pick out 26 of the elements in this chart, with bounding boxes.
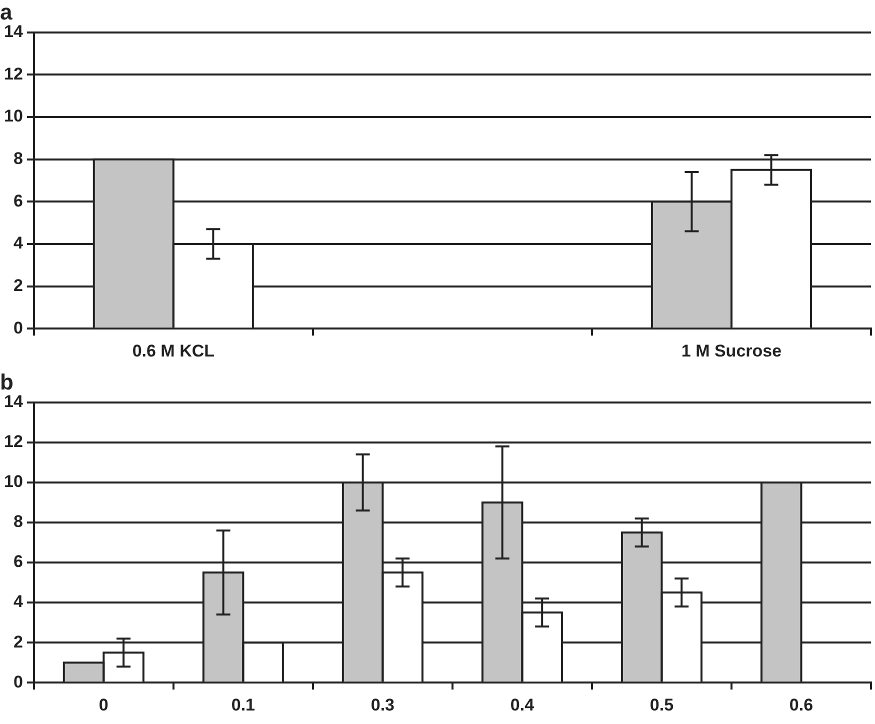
y-tick-label: 14	[4, 22, 24, 42]
x-tick-label: 0	[98, 695, 108, 714]
chart-title: a	[0, 0, 13, 24]
y-tick-label: 2	[13, 632, 23, 652]
x-tick-label: 1 M Sucrose	[681, 341, 782, 360]
y-tick-label: 6	[13, 552, 23, 572]
x-tick-label: 0.5	[650, 695, 674, 714]
y-tick-label: 4	[13, 234, 24, 253]
x-tick-label: 0.3	[370, 695, 395, 714]
y-tick-label: 8	[13, 512, 23, 532]
x-tick-label: 0.4	[510, 695, 535, 714]
y-tick-label: 10	[4, 106, 23, 126]
y-tick-label: 8	[13, 149, 23, 168]
y-tick-label: 12	[4, 64, 23, 84]
y-tick-label: 12	[4, 432, 23, 452]
y-tick-label: 10	[4, 472, 23, 492]
y-tick-label: 2	[13, 276, 23, 295]
y-tick-label: 14	[4, 392, 24, 412]
y-tick-label: 6	[13, 191, 23, 210]
x-tick-label: 0.6 M KCL	[132, 341, 215, 360]
y-tick-label: 0	[13, 318, 23, 338]
y-tick-label: 0	[13, 672, 23, 692]
x-tick-label: 0.6	[789, 695, 814, 714]
chart-title: b	[0, 369, 14, 394]
y-tick-label: 4	[13, 592, 24, 612]
x-tick-label: 0.1	[231, 695, 255, 714]
